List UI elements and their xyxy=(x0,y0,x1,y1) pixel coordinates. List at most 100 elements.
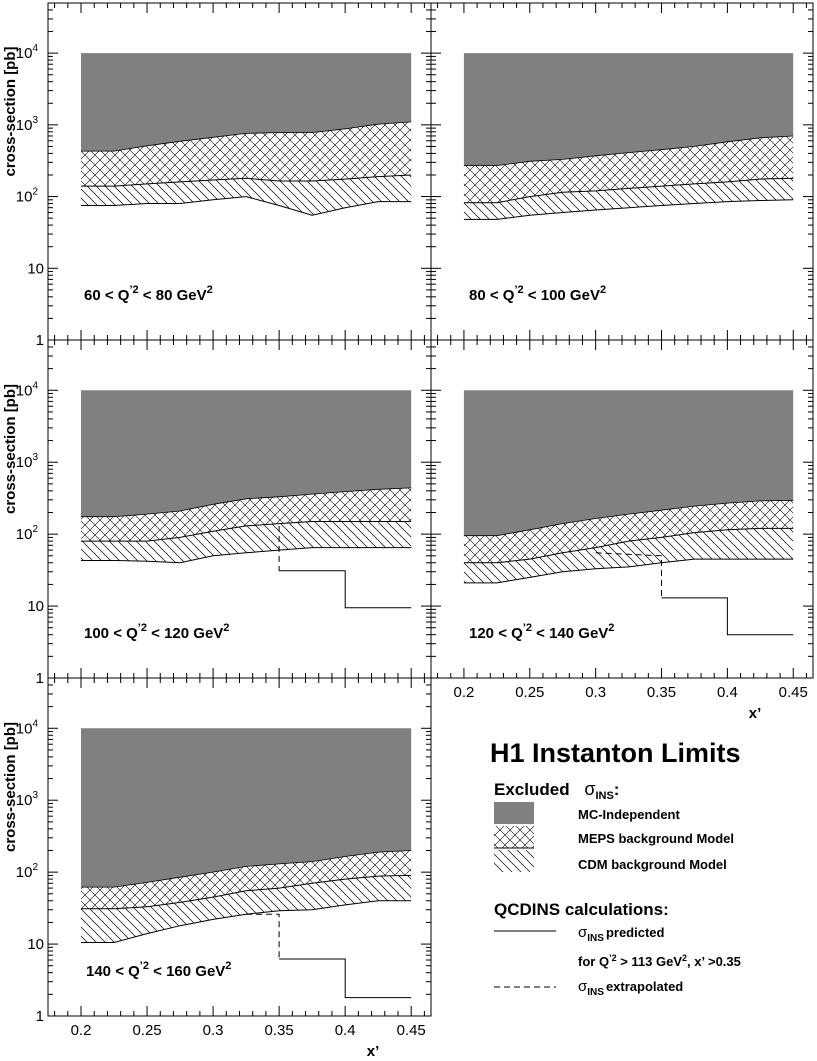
y-tick-label: 102 xyxy=(16,524,39,543)
cdm-lower-edge xyxy=(81,196,412,216)
y-tick-label: 1 xyxy=(36,670,44,687)
panel-2: 80 < Q’2 < 100 GeV2 xyxy=(430,2,814,341)
legend-cut-sup1: ’2 xyxy=(609,953,617,963)
x-tick-label: 0.25 xyxy=(515,684,544,701)
qcdins-extrapolated-line xyxy=(246,913,280,959)
meps-band xyxy=(81,121,412,187)
cdm-band xyxy=(81,175,412,216)
mc-independent-band xyxy=(463,53,794,166)
cdm-band xyxy=(81,875,412,943)
y-tick-label: 1 xyxy=(36,1008,44,1025)
x-tick-label: 0.35 xyxy=(265,1022,294,1039)
y-tick-label: 103 xyxy=(16,790,39,809)
x-tick-label: 0.25 xyxy=(132,1022,161,1039)
cdm-lower-edge xyxy=(81,547,412,564)
meps-lower-edge xyxy=(81,521,412,542)
legend-qcdins-heading: QCDINS calculations: xyxy=(494,900,669,919)
cdm-band xyxy=(81,521,412,563)
legend-cut-pre: for Q xyxy=(578,954,609,969)
x-tick-label: 0.2 xyxy=(71,1022,92,1039)
legend-predicted-sub: INS xyxy=(587,933,604,944)
panel-4: 0.2 0.25 0.3 0.35 0.4 0.45 x’ 120 < Q’2 < 140 G… xyxy=(430,339,814,722)
legend-cut-mid: > 113 GeV xyxy=(617,954,683,969)
legend-meps-label: MEPS background Model xyxy=(578,831,734,846)
qcdins-predicted-line xyxy=(279,570,412,609)
meps-lower-edge xyxy=(463,527,794,564)
meps-lower-edge xyxy=(81,174,412,187)
y-tick-label: 102 xyxy=(16,187,39,206)
x-axis-title: x’ xyxy=(367,1043,380,1060)
y-tick-label: 10 xyxy=(27,936,44,953)
x-axis-title: x’ xyxy=(749,705,762,722)
meps-lower-edge xyxy=(463,177,794,204)
qcdins-predicted-line xyxy=(279,958,412,999)
y-tick-label: 104 xyxy=(16,380,39,399)
legend-cut-text: for Q’2 > 113 GeV2, x’ >0.35 xyxy=(578,953,741,969)
cdm-lower-edge xyxy=(463,558,794,584)
y-tick-label: 10 xyxy=(27,260,44,277)
legend-excluded-heading: Excluded σINS: xyxy=(494,779,619,802)
mc-independent-band xyxy=(81,390,412,517)
legend-excluded-label: Excluded xyxy=(494,780,570,799)
y-axis-title: cross-section [pb] xyxy=(2,46,19,176)
y-tick-label: 103 xyxy=(16,115,39,134)
legend-mc-label: MC-Independent xyxy=(578,807,680,822)
meps-band xyxy=(81,850,412,909)
legend-sigma-sub: INS xyxy=(595,790,613,802)
mc-independent-band xyxy=(463,390,794,536)
legend-cut-post: , x’ >0.35 xyxy=(687,954,741,969)
cdm-lower-edge xyxy=(463,199,794,220)
x-tick-label: 0.45 xyxy=(779,684,808,701)
y-axis-title: cross-section [pb] xyxy=(2,722,19,852)
meps-lower-edge xyxy=(81,874,412,910)
x-tick-label: 0.45 xyxy=(397,1022,426,1039)
legend-title: H1 Instanton Limits xyxy=(490,738,741,768)
legend-extrapolated-sigma: σ xyxy=(578,978,588,995)
panel-label: 140 < Q’2 < 160 GeV2 xyxy=(86,960,231,980)
x-tick-label: 0.35 xyxy=(647,684,676,701)
y-tick-label: 1 xyxy=(36,332,44,349)
y-tick-label: 104 xyxy=(16,718,39,737)
panel-label: 60 < Q’2 < 80 GeV2 xyxy=(84,284,213,304)
legend: H1 Instanton Limits Excluded σINS: MC-In… xyxy=(490,738,741,998)
x-tick-label: 0.3 xyxy=(585,684,606,701)
panel-label: 80 < Q’2 < 100 GeV2 xyxy=(469,284,606,304)
mc-lower-edge xyxy=(81,487,412,518)
legend-mc-swatch xyxy=(494,802,534,824)
legend-meps-swatch xyxy=(494,826,534,848)
meps-band xyxy=(463,500,794,563)
mc-lower-edge xyxy=(81,121,412,152)
y-tick-label: 103 xyxy=(16,452,39,471)
y-tick-label: 102 xyxy=(16,862,39,881)
legend-extrapolated-label: extrapolated xyxy=(606,979,683,994)
legend-colon: : xyxy=(614,780,620,799)
panel-label: 100 < Q’2 < 120 GeV2 xyxy=(84,622,229,642)
mc-lower-edge xyxy=(463,499,794,537)
y-tick-label: 104 xyxy=(16,43,39,62)
legend-cdm-label: CDM background Model xyxy=(578,857,727,872)
mc-independent-band xyxy=(81,53,412,152)
legend-sigma-symbol: σ xyxy=(584,779,595,799)
y-axis-title: cross-section [pb] xyxy=(2,384,19,514)
qcdins-extrapolated-line xyxy=(595,552,662,598)
panel-label: 120 < Q’2 < 140 GeV2 xyxy=(469,622,614,642)
mc-independent-band xyxy=(81,728,412,888)
mc-lower-edge xyxy=(81,850,412,888)
cdm-band xyxy=(463,178,794,220)
legend-predicted-label: predicted xyxy=(606,925,665,940)
meps-band xyxy=(463,136,794,203)
x-tick-label: 0.4 xyxy=(717,684,738,701)
legend-predicted-text: σINS predicted xyxy=(578,924,665,944)
legend-cdm-swatch xyxy=(494,850,534,872)
y-tick-label: 10 xyxy=(27,598,44,615)
meps-band xyxy=(81,487,412,542)
mc-lower-edge xyxy=(463,135,794,166)
x-tick-label: 0.4 xyxy=(335,1022,356,1039)
x-tick-label: 0.2 xyxy=(454,684,475,701)
legend-predicted-sigma: σ xyxy=(578,924,588,941)
legend-extrapolated-text: σINS extrapolated xyxy=(578,978,683,998)
